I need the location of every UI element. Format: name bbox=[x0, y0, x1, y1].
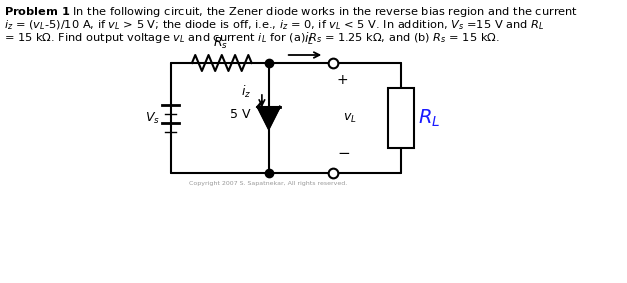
Text: $i_z$: $i_z$ bbox=[241, 84, 251, 100]
Text: = 15 k$\Omega$. Find output voltage $v_L$ and current $i_L$ for (a) $R_s$ = 1.25: = 15 k$\Omega$. Find output voltage $v_L… bbox=[4, 31, 500, 45]
Text: $R_s$: $R_s$ bbox=[213, 36, 228, 51]
Text: Copyright 2007 S. Sapatnekar, All rights reserved.: Copyright 2007 S. Sapatnekar, All rights… bbox=[189, 181, 347, 186]
Text: +: + bbox=[337, 73, 349, 87]
Text: $\bf{Problem\ 1}$ In the following circuit, the Zener diode works in the reverse: $\bf{Problem\ 1}$ In the following circu… bbox=[4, 5, 579, 19]
Text: $v_L$: $v_L$ bbox=[343, 112, 357, 125]
Text: $R_L$: $R_L$ bbox=[418, 107, 440, 129]
Bar bbox=[388, 88, 414, 148]
Text: −: − bbox=[337, 146, 350, 161]
Polygon shape bbox=[258, 107, 280, 129]
Text: $V_s$: $V_s$ bbox=[145, 110, 161, 126]
Text: $i_L$: $i_L$ bbox=[304, 31, 314, 47]
Text: $i_z$ = ($v_L$-5)/10 A, if $v_L$ > 5 V; the diode is off, i.e., $i_z$ = 0, if $v: $i_z$ = ($v_L$-5)/10 A, if $v_L$ > 5 V; … bbox=[4, 18, 545, 32]
Text: $5\ \mathrm{V}$: $5\ \mathrm{V}$ bbox=[229, 108, 251, 121]
